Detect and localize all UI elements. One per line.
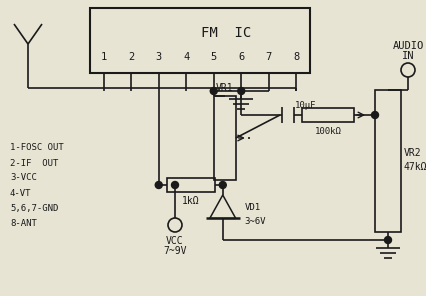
Text: 7: 7: [266, 52, 272, 62]
Text: VCC: VCC: [166, 236, 184, 246]
Text: VR2: VR2: [404, 148, 422, 158]
Text: VR1: VR1: [216, 83, 233, 93]
Circle shape: [210, 88, 217, 94]
Text: 4-VT: 4-VT: [10, 189, 32, 197]
Circle shape: [155, 181, 162, 189]
Text: 7~9V: 7~9V: [163, 246, 187, 256]
Text: 10µF: 10µF: [295, 101, 317, 110]
Text: 8: 8: [293, 52, 299, 62]
Text: 5: 5: [210, 52, 217, 62]
Bar: [90, 8, 310, 73]
Circle shape: [371, 112, 378, 118]
Circle shape: [219, 181, 226, 189]
Text: 3-VCC: 3-VCC: [10, 173, 37, 183]
Circle shape: [238, 88, 245, 94]
Circle shape: [172, 181, 178, 189]
Text: 2-IF  OUT: 2-IF OUT: [10, 158, 58, 168]
Text: 3~6V: 3~6V: [245, 216, 266, 226]
Text: 3: 3: [155, 52, 162, 62]
Text: 1-FOSC OUT: 1-FOSC OUT: [10, 144, 64, 152]
Bar: [214, 96, 236, 180]
Text: IN: IN: [402, 51, 414, 61]
Text: 5,6,7-GND: 5,6,7-GND: [10, 204, 58, 213]
Bar: [167, 178, 215, 192]
Text: 100kΩ: 100kΩ: [314, 126, 341, 136]
Bar: [302, 108, 354, 122]
Text: VD1: VD1: [245, 204, 261, 213]
Text: 8-ANT: 8-ANT: [10, 218, 37, 228]
Circle shape: [385, 237, 391, 244]
Text: 6: 6: [238, 52, 245, 62]
Text: 1: 1: [101, 52, 107, 62]
Text: 4: 4: [183, 52, 190, 62]
Text: 1kΩ: 1kΩ: [182, 196, 199, 206]
Text: AUDIO: AUDIO: [392, 41, 423, 51]
Text: 2: 2: [128, 52, 134, 62]
Text: FM  IC: FM IC: [201, 26, 251, 40]
Bar: [375, 90, 401, 232]
Text: 47kΩ: 47kΩ: [404, 162, 426, 172]
